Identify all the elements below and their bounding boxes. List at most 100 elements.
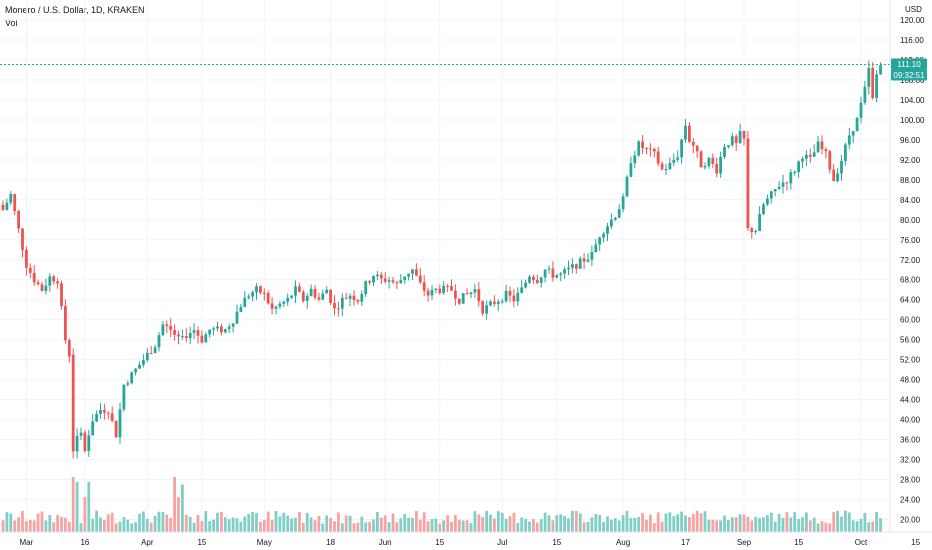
price-tick-label: 28.00	[900, 476, 921, 485]
time-tick-label: 15	[552, 538, 561, 547]
price-tick-label: 104.00	[900, 96, 925, 105]
volume-bar	[777, 513, 781, 532]
volume-bar	[344, 515, 348, 532]
volume-bar	[606, 516, 609, 532]
volume-bar	[730, 517, 734, 532]
candle-body	[543, 269, 547, 278]
candle-body	[610, 219, 613, 227]
volume-bar	[177, 497, 180, 532]
price-tick-label: 92.00	[900, 156, 921, 165]
volume-bar	[473, 511, 477, 532]
volume-bar	[649, 514, 652, 532]
volume-bar	[691, 513, 695, 532]
candle-body	[808, 154, 812, 157]
candle-body	[711, 157, 715, 164]
volume-bar	[672, 516, 676, 532]
candle-body	[559, 273, 563, 275]
volume-bar	[356, 522, 360, 532]
candle-body	[535, 279, 539, 283]
candle-body	[91, 421, 95, 436]
countdown-value: 09:32:51	[893, 71, 925, 80]
candle-body	[746, 138, 750, 229]
candle-body	[789, 172, 793, 184]
candle-body	[532, 276, 535, 280]
volume-bar	[99, 517, 102, 532]
candle-body	[836, 173, 839, 182]
candle-body	[360, 294, 364, 302]
candle-body	[391, 280, 395, 283]
volume-bar	[368, 522, 371, 532]
candle-body	[64, 306, 67, 341]
candle-body	[196, 330, 200, 336]
candle-body	[504, 290, 508, 302]
volume-bar	[9, 513, 13, 532]
candle-body	[321, 293, 325, 300]
volume-bar	[859, 518, 863, 532]
volume-bar	[313, 520, 317, 532]
volume-bar	[83, 497, 87, 532]
volume-bar	[325, 515, 329, 532]
volume-bar	[586, 521, 590, 532]
candle-body	[426, 290, 430, 296]
candle-body	[25, 249, 28, 268]
candle-body	[832, 169, 836, 182]
volume-bar	[28, 519, 32, 532]
volume-bar	[220, 511, 223, 532]
volume-bar	[337, 512, 340, 532]
grid	[0, 0, 917, 532]
volume-bar	[255, 513, 258, 532]
volume-bar	[461, 520, 465, 532]
candle-body	[325, 289, 329, 294]
candle-body	[859, 102, 863, 118]
time-tick-label: Jul	[497, 538, 507, 547]
volume-bar	[676, 514, 680, 532]
candle-body	[727, 145, 730, 147]
candle-body	[450, 286, 453, 291]
volume-bar	[602, 521, 605, 532]
price-tick-label: 24.00	[900, 496, 921, 505]
price-tick-label: 44.00	[900, 396, 921, 405]
volume-bar	[469, 523, 473, 532]
volume-bar	[797, 518, 800, 532]
candle-body	[555, 274, 559, 278]
volume-bar	[711, 519, 715, 532]
candle-body	[317, 297, 321, 300]
volume-bar	[44, 520, 48, 532]
volume-bar	[251, 511, 254, 532]
candle-body	[613, 217, 617, 220]
volume-bar	[36, 513, 40, 532]
volume-bar	[360, 516, 364, 532]
volume-bar	[594, 513, 598, 532]
candle-body	[142, 360, 145, 365]
volume-bar	[52, 522, 56, 532]
volume-bar	[391, 513, 395, 532]
candle-body	[79, 432, 83, 436]
volume-bar	[820, 521, 824, 532]
candle-body	[9, 194, 13, 203]
candle-body	[114, 420, 118, 438]
time-axis[interactable]: Mar 16 Apr 15 May 18 Jun 15 Jul 15 Aug 17 Sep 15 Oct 15	[0, 531, 932, 547]
volume-bar	[262, 519, 266, 532]
volume-bar	[196, 514, 200, 532]
volume-bar	[122, 517, 126, 532]
volume-bar	[851, 520, 855, 532]
price-tick-label: 84.00	[900, 196, 921, 205]
volume-bar	[25, 521, 28, 532]
volume-bar	[60, 517, 63, 532]
volume-bar	[457, 519, 461, 532]
candle-body	[645, 148, 648, 150]
volume-bar	[879, 518, 882, 532]
price-axis[interactable]: USD 20.00 24.00 28.00 32.00 36.00 40.00 44.00 4…	[889, 0, 932, 532]
candle-body	[118, 409, 122, 438]
volume-bar	[181, 484, 184, 532]
candle-body	[773, 189, 777, 192]
candle-body	[840, 160, 843, 174]
volume-bar	[598, 514, 602, 532]
volume-bar	[754, 516, 758, 532]
volume-bar	[832, 511, 836, 532]
candle-body	[438, 288, 442, 294]
candle-body	[820, 141, 824, 150]
volume-bar	[805, 512, 808, 532]
candle-body	[262, 292, 266, 294]
